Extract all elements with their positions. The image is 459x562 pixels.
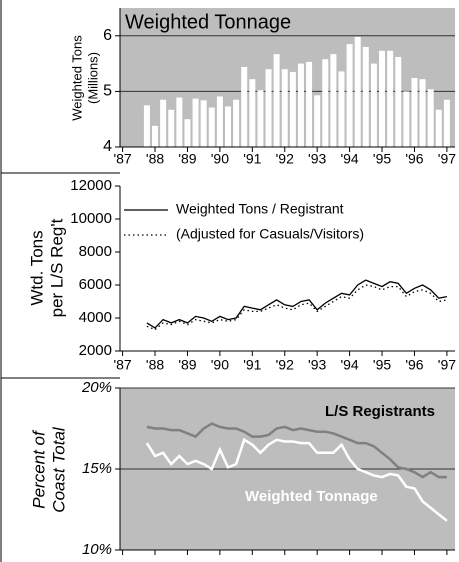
line	[146, 284, 448, 331]
x-tick-label: '94	[340, 151, 358, 167]
y-tick-label: 10%	[82, 541, 112, 558]
x-tick-label: '89	[178, 357, 196, 373]
y-tick-label: 10000	[70, 210, 112, 227]
line	[146, 279, 448, 329]
bar	[354, 36, 361, 147]
x-tick-label: '95	[373, 151, 391, 167]
line	[145, 437, 448, 522]
x-tick-label: '92	[276, 151, 294, 167]
bar	[216, 96, 223, 147]
line	[146, 422, 447, 479]
bar	[387, 50, 394, 148]
y-tick-label: 20%	[81, 379, 112, 396]
bar	[176, 97, 183, 147]
bar	[362, 46, 369, 147]
bar	[192, 98, 199, 147]
bar	[370, 63, 377, 147]
y-axis-label: Weighted Tons	[69, 35, 84, 121]
bar	[184, 119, 191, 147]
bar	[143, 105, 150, 147]
x-tick-label: '95	[373, 357, 391, 373]
bar	[273, 54, 280, 148]
bar	[435, 109, 442, 147]
series-label: L/S Registrants	[325, 403, 435, 420]
bar	[257, 90, 264, 147]
bar	[411, 78, 418, 147]
bar	[419, 79, 426, 147]
x-tick-label: '88	[146, 151, 164, 167]
bar	[265, 69, 272, 147]
y-axis-label: Wtd. Tons	[27, 230, 46, 305]
y-tick-label: 6000	[79, 276, 112, 293]
bar	[200, 100, 207, 147]
x-tick-label: '89	[178, 151, 196, 167]
bar	[208, 107, 215, 147]
y-tick-label: 12000	[70, 177, 112, 194]
bar	[322, 59, 329, 147]
bar	[427, 89, 434, 147]
bar	[297, 63, 304, 147]
x-tick-label: '93	[308, 151, 326, 167]
bar	[249, 79, 256, 147]
x-tick-label: '87	[113, 151, 131, 167]
series-label: Weighted Tonnage	[245, 488, 378, 505]
bar	[330, 54, 337, 148]
bar	[306, 61, 313, 147]
bar	[160, 99, 167, 147]
x-tick-label: '87	[113, 357, 131, 373]
y-axis-label: Coast Total	[49, 426, 68, 513]
x-tick-label: '96	[405, 357, 423, 373]
y-tick-label: 8000	[79, 243, 112, 260]
bar	[152, 125, 159, 147]
chart-title: Weighted Tonnage	[125, 11, 291, 33]
y-tick-label: 2000	[79, 342, 112, 359]
legend-label: Weighted Tons / Registrant	[176, 201, 344, 217]
y-tick-label: 4000	[79, 309, 112, 326]
bar	[289, 71, 296, 147]
bar	[314, 95, 321, 147]
plot-background	[120, 186, 455, 351]
x-tick-label: '93	[308, 357, 326, 373]
bar	[379, 50, 386, 148]
x-tick-label: '90	[211, 151, 229, 167]
x-tick-label: '96	[405, 151, 423, 167]
y-axis-label: Percent of	[29, 429, 48, 509]
bar	[233, 99, 240, 147]
bar	[346, 44, 353, 147]
x-tick-label: '91	[243, 151, 261, 167]
y-axis-label: (Millions)	[85, 52, 100, 104]
legend-label: (Adjusted for Casuals/Visitors)	[176, 226, 364, 242]
bar	[338, 71, 345, 147]
x-tick-label: '97	[438, 151, 456, 167]
y-tick-label: 4	[103, 138, 112, 155]
bar	[403, 91, 410, 147]
y-tick-label: 5	[103, 83, 112, 100]
bar	[241, 66, 248, 147]
bar	[443, 99, 450, 147]
x-tick-label: '88	[146, 357, 164, 373]
bar	[395, 56, 402, 147]
x-tick-label: '90	[211, 357, 229, 373]
y-axis-label: per L/S Reg't	[47, 218, 66, 317]
x-tick-label: '97	[438, 357, 456, 373]
bar	[224, 106, 231, 147]
x-tick-label: '92	[276, 357, 294, 373]
y-tick-label: 6	[103, 27, 112, 44]
bar	[168, 109, 175, 147]
bar	[281, 69, 288, 147]
x-tick-label: '94	[340, 357, 358, 373]
x-tick-label: '91	[243, 357, 261, 373]
y-tick-label: 15%	[82, 460, 112, 477]
